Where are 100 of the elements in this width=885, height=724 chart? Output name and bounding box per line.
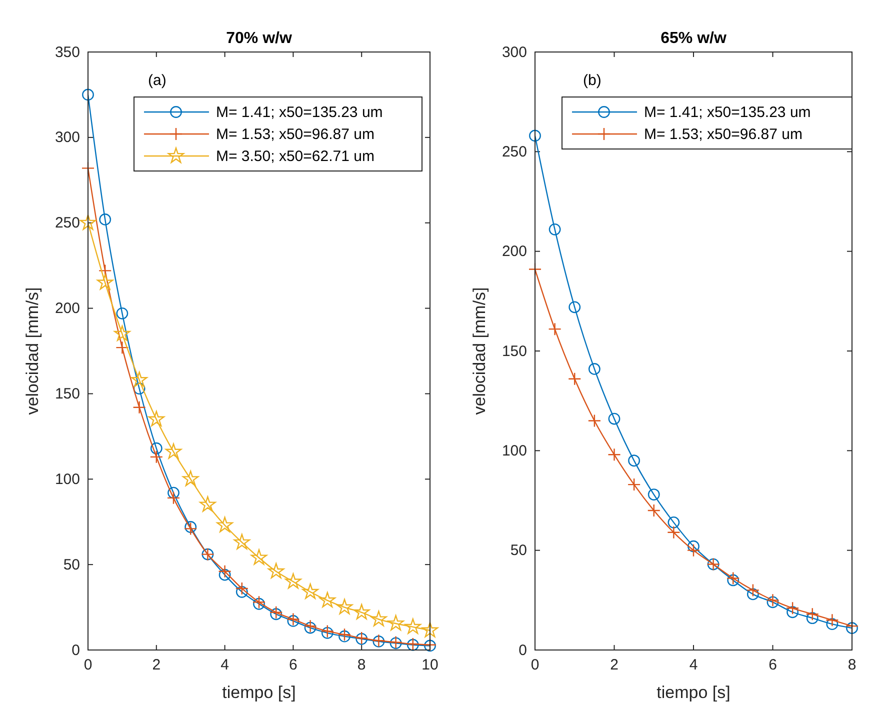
x-tick-label: 0 [84,656,92,674]
y-tick-label: 150 [502,342,527,360]
point [234,534,250,550]
point [806,608,819,621]
point [182,470,199,486]
x-tick-label: 6 [768,656,777,674]
point [148,410,165,426]
point [218,564,232,578]
point [608,448,621,462]
point [250,549,268,565]
point [116,340,129,354]
point [82,88,94,101]
point [648,488,660,500]
point [132,400,146,414]
point [216,516,233,532]
point [200,496,216,512]
point [285,573,302,589]
y-tick-label: 250 [54,214,80,232]
y-tick-label: 350 [54,44,80,61]
point [131,372,148,388]
y-tick-label: 0 [72,642,80,659]
point [114,325,130,341]
point [422,622,438,638]
point [336,598,353,614]
x-tick-label: 4 [220,656,229,674]
point [133,382,146,395]
point [588,363,600,375]
y-axis-title: velocidad [mm/s] [23,287,42,415]
point [667,526,680,539]
x-axis-title: tiempo [s] [222,683,296,702]
point [846,622,858,634]
point [548,322,562,336]
point [302,583,318,599]
point [270,608,282,620]
point [286,612,300,626]
legend-label: M= 3.50; x50=62.71 um [216,148,374,165]
point [404,618,422,634]
point [686,544,700,557]
x-tick-label: 4 [689,656,698,674]
point [688,540,700,552]
legend-label: M= 1.53; x50=96.87 um [644,126,802,143]
x-tick-label: 8 [848,656,856,674]
point [353,604,370,620]
point [588,414,602,428]
y-tick-label: 0 [518,642,527,659]
point [287,615,300,627]
point [96,274,114,290]
point [150,450,163,464]
point [99,214,112,226]
point [647,504,660,518]
point [746,584,760,597]
point [786,606,799,618]
x-tick-label: 2 [152,656,161,674]
point [270,606,283,620]
point [627,478,641,492]
y-tick-label: 50 [510,542,527,560]
legend-label: M= 1.41; x50=135.23 um [216,104,383,121]
point [746,588,759,600]
y-tick-label: 150 [54,386,80,403]
point [568,301,581,314]
point [80,214,96,230]
point [184,522,198,536]
point [766,594,780,607]
point [165,443,182,459]
y-tick-label: 50 [63,556,80,574]
point [218,568,231,581]
point [150,442,162,454]
point [235,582,248,596]
y-tick-label: 100 [54,470,80,488]
point [168,486,180,499]
point [608,412,620,425]
point [166,491,180,505]
point [304,619,317,633]
point [268,562,284,578]
y-tick-label: 250 [502,143,527,160]
x-tick-label: 2 [610,656,618,674]
annotation: (b) [583,72,602,89]
y-tick-label: 300 [502,44,527,61]
x-tick-label: 8 [357,656,366,674]
point [628,454,640,467]
point [826,614,839,627]
chart-title: 70% w/w [226,30,292,47]
point [184,521,197,533]
point [388,615,404,631]
legend-label: M= 1.53; x50=96.87 um [216,126,374,143]
point [786,602,800,615]
y-tick-label: 300 [54,129,80,146]
point [668,516,680,528]
point [236,586,248,598]
point [548,223,561,236]
y-tick-label: 100 [502,442,527,460]
point [370,610,387,626]
point [116,307,128,320]
annotation: (a) [148,72,166,89]
point [319,592,336,608]
point [727,574,740,586]
y-axis-title: velocidad [mm/s] [470,287,489,415]
point [766,596,779,608]
x-tick-label: 10 [422,656,438,674]
point [806,612,818,624]
